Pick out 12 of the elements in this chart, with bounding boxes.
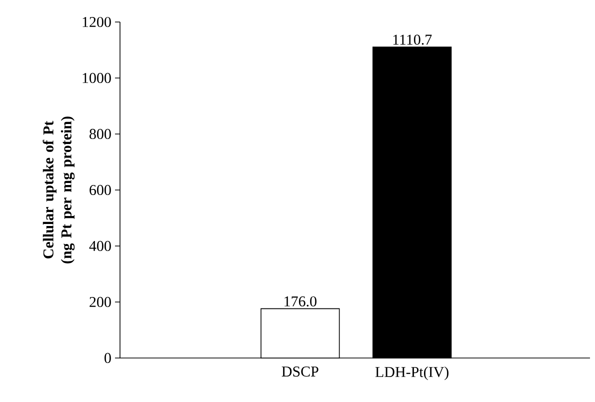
y-axis-title: Cellular uptake of Pt (ng Pt per mg protein) (42, 116, 75, 264)
y-tick-label: 600 (90, 184, 111, 196)
x-tick-label: LDH-Pt(IV) (375, 366, 448, 380)
y-tick-label: 0 (104, 352, 111, 364)
data-label: 176.0 (284, 296, 316, 307)
y-tick-label: 800 (90, 128, 111, 140)
y-tick-label: 1200 (82, 16, 111, 28)
y-tick-label: 400 (89, 240, 111, 252)
y-tick-label: 200 (90, 296, 111, 308)
data-label: 1110.7 (393, 34, 432, 45)
x-tick-label: DSCP (282, 366, 318, 377)
y-tick-label: 1000 (82, 72, 111, 84)
